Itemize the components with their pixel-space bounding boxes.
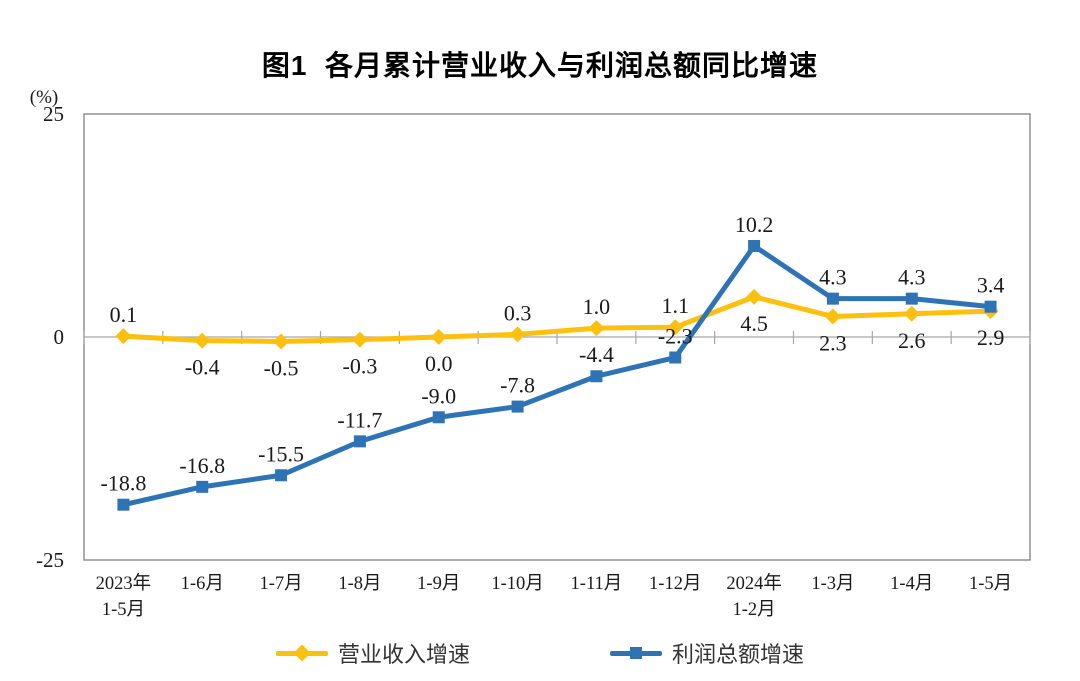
x-axis-tick-label: 1-9月 [417,574,460,594]
y-axis-tick-label: -25 [36,548,64,572]
data-point-marker [590,370,603,383]
data-point-marker [194,332,211,349]
data-point-label: -2.3 [658,324,693,349]
x-axis-tick-label: 1-3月 [811,574,854,594]
data-point-label: -16.8 [179,453,225,478]
data-point-label: 2.9 [977,325,1005,350]
x-axis-tick-label: 2024年 1-2月 [726,573,782,620]
data-point-label: -15.5 [258,441,304,466]
data-point-marker [746,288,763,305]
x-axis-tick-label: 1-7月 [259,574,302,594]
data-point-label: 2.3 [819,330,847,355]
profit-series-swatch-icon [610,645,662,661]
data-point-label: 1.1 [662,293,690,318]
data-point-label: -11.7 [337,407,382,432]
data-point-label: 10.2 [735,212,774,237]
y-axis-unit-label: (%) [30,87,58,108]
data-point-label: 0.3 [504,300,532,325]
profit-series-line [120,243,994,508]
data-point-label: -0.4 [185,355,220,380]
revenue-series-line [120,294,994,344]
data-point-marker [351,331,368,348]
y-axis-tick-label: 25 [43,102,64,126]
data-point-marker [117,498,130,511]
chart-title: 图1 各月累计营业收入与利润总额同比增速 [261,50,819,81]
data-point-label: 1.0 [583,294,611,319]
data-point-marker [275,469,288,482]
data-point-marker [826,292,839,305]
data-point-marker [196,480,209,493]
x-axis-tick-label: 1-8月 [338,574,381,594]
data-point-label: -0.3 [343,354,378,379]
data-point-marker [273,333,290,350]
data-point-label: -18.8 [101,471,147,496]
legend-label-revenue: 营业收入增速 [337,642,470,667]
data-point-label: -0.5 [264,355,299,380]
data-point-label: 0.0 [425,351,453,376]
data-point-marker [824,308,841,325]
x-axis-tick-label: 2023年 1-5月 [96,573,152,620]
x-axis-tick-label: 1-5月 [969,574,1012,594]
data-point-label: 0.1 [110,302,138,327]
x-axis-tick-label: 1-6月 [181,574,224,594]
data-point-label: 3.4 [977,273,1005,298]
data-point-marker [667,319,684,336]
x-axis-tick-label: 1-4月 [890,574,933,594]
data-point-label: 2.6 [898,328,926,353]
data-point-marker [905,292,918,305]
data-point-label: 4.3 [819,265,847,290]
data-point-marker [353,435,366,448]
data-point-label: -7.8 [500,373,535,398]
data-point-marker [748,240,761,253]
x-axis-tick-label: 1-12月 [649,574,701,594]
data-point-label: 4.3 [898,265,926,290]
data-point-marker [511,400,524,413]
data-point-marker [588,320,605,337]
revenue-series-swatch-icon [275,644,328,662]
legend-item-profit: 利润总额增速 [610,637,804,669]
data-point-marker [984,300,997,313]
data-point-label: 4.5 [740,311,768,336]
data-point-marker [430,329,447,345]
data-point-marker [432,411,445,424]
legend-item-revenue: 营业收入增速 [275,637,470,669]
legend-label-profit: 利润总额增速 [672,642,805,667]
y-axis-tick-label: 0 [54,325,65,349]
data-point-marker [509,326,526,343]
data-point-marker [903,305,920,322]
chart-legend: 营业收入增速 利润总额增速 [0,637,1080,669]
data-point-marker [669,351,682,364]
x-axis-tick-label: 1-10月 [491,574,543,594]
data-point-label: -9.0 [421,383,456,408]
data-point-marker [115,328,132,345]
x-axis-tick-label: 1-11月 [571,574,623,594]
data-point-label: -4.4 [579,342,614,367]
